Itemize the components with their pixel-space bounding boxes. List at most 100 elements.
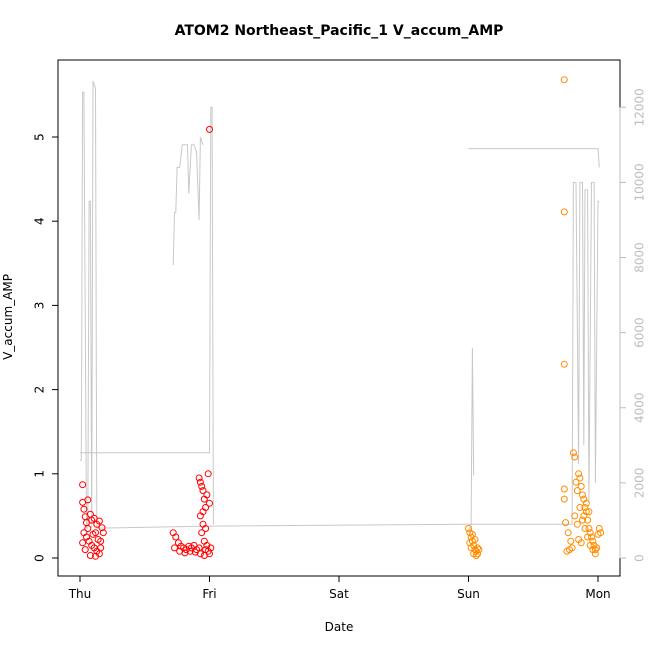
series-1-point [172,533,180,541]
series-2-point [571,512,579,520]
series-2-point [575,470,583,478]
series-2-point [567,537,575,545]
x-tick-label: Fri [202,587,216,601]
series-1-point [206,499,213,507]
y-tick-label: 1 [33,470,47,478]
series-1-point [99,529,107,537]
y2-tick-label: 2000 [633,468,647,499]
series-1-point [79,539,87,547]
series-1-point [84,496,92,504]
series-2-point [581,504,589,511]
series-1-point [86,552,94,559]
series-2-point [560,360,568,368]
series-2-point [560,495,568,503]
series-2-point [588,533,595,541]
series-1-point [207,544,215,552]
points-layer [79,76,605,560]
series-2-point [571,453,579,461]
series-2-point [568,544,576,552]
y-axis-label: V_accum_AMP [1,274,15,360]
y2-tick-label: 6000 [633,317,647,348]
x-tick-label: Mon [585,587,610,601]
x-tick-label: Sun [457,587,480,601]
series-1-point [97,544,105,552]
series-2-point [560,76,568,84]
series-1-point [196,550,204,558]
series-2-point [572,478,580,486]
series-1-point [84,525,92,532]
series-2-point [573,520,581,528]
x-tick-label: Sat [329,587,349,601]
series-2-point [582,499,590,507]
series-1-point [97,537,105,545]
series-1-point [80,505,88,513]
line-segment-1 [80,80,600,529]
x-axis-label: Date [325,620,354,634]
series-2-point [579,516,586,524]
line-series-layer [80,80,600,529]
series-2-point [577,539,585,547]
series-1-point [199,487,207,495]
y2-tick-label: 0 [633,554,647,562]
y2-tick-label: 10000 [633,163,647,201]
series-1-point [171,544,178,552]
series-2-point [584,533,592,541]
line-segment-4 [468,148,600,168]
line-segment-2 [80,106,214,525]
series-2-point [465,525,472,532]
series-2-point [564,529,572,537]
line-segment-3 [172,137,204,266]
series-2-point [466,539,474,547]
series-2-point [560,208,568,216]
series-2-point [580,512,588,520]
series-1-point [195,474,203,482]
x-axis: Thu Fri Sat Sun Mon [68,575,611,601]
series-1-point [200,552,208,559]
series-1-point [204,470,212,478]
series-1-point [95,517,103,525]
y-tick-label: 3 [33,302,47,310]
series-2-point [562,519,570,527]
series-1-point [92,552,99,560]
y-axis-right: 0 2000 4000 6000 8000 10000 12000 [619,88,647,562]
y2-tick-label: 4000 [633,392,647,423]
series-2-point [560,485,568,493]
series-2-point [573,487,581,495]
y2-tick-label: 12000 [633,88,647,126]
series-2-point [591,550,599,558]
series-1-point [92,529,99,537]
series-2-point [471,536,479,543]
series-1-point [202,525,210,532]
y-tick-label: 0 [33,554,47,562]
plot-area-frame [57,59,621,577]
series-2-point [474,544,482,552]
series-2-point [591,546,599,554]
y2-tick-label: 8000 [633,242,647,273]
series-2-point [472,552,480,559]
series-2-point [475,546,483,554]
series-2-point [569,449,577,457]
series-1-point [198,529,206,537]
series-1-point [198,482,206,490]
series-1-point [81,546,89,554]
chart-title: ATOM2 Northeast_Pacific_1 V_accum_AMP [175,23,504,39]
line-segment-5 [468,347,475,529]
y-tick-label: 2 [33,386,47,394]
series-1-point [196,478,204,486]
series-2-point [577,482,585,490]
series-1-point [199,508,207,516]
series-1-point [79,481,87,489]
series-2-point [595,525,603,532]
series-2-point [576,474,584,482]
series-2-point [576,504,584,511]
series-1-point [186,547,194,555]
series-1-point [203,491,211,499]
x-tick-label: Thu [68,587,92,601]
series-2-point [585,525,593,532]
series-1-point [98,524,106,532]
y-axis-left: 0 1 2 3 4 5 [33,133,59,562]
series-2-point [597,529,605,537]
series-2-point [579,491,586,499]
series-2-point [584,516,592,524]
series-2-point [581,525,589,532]
